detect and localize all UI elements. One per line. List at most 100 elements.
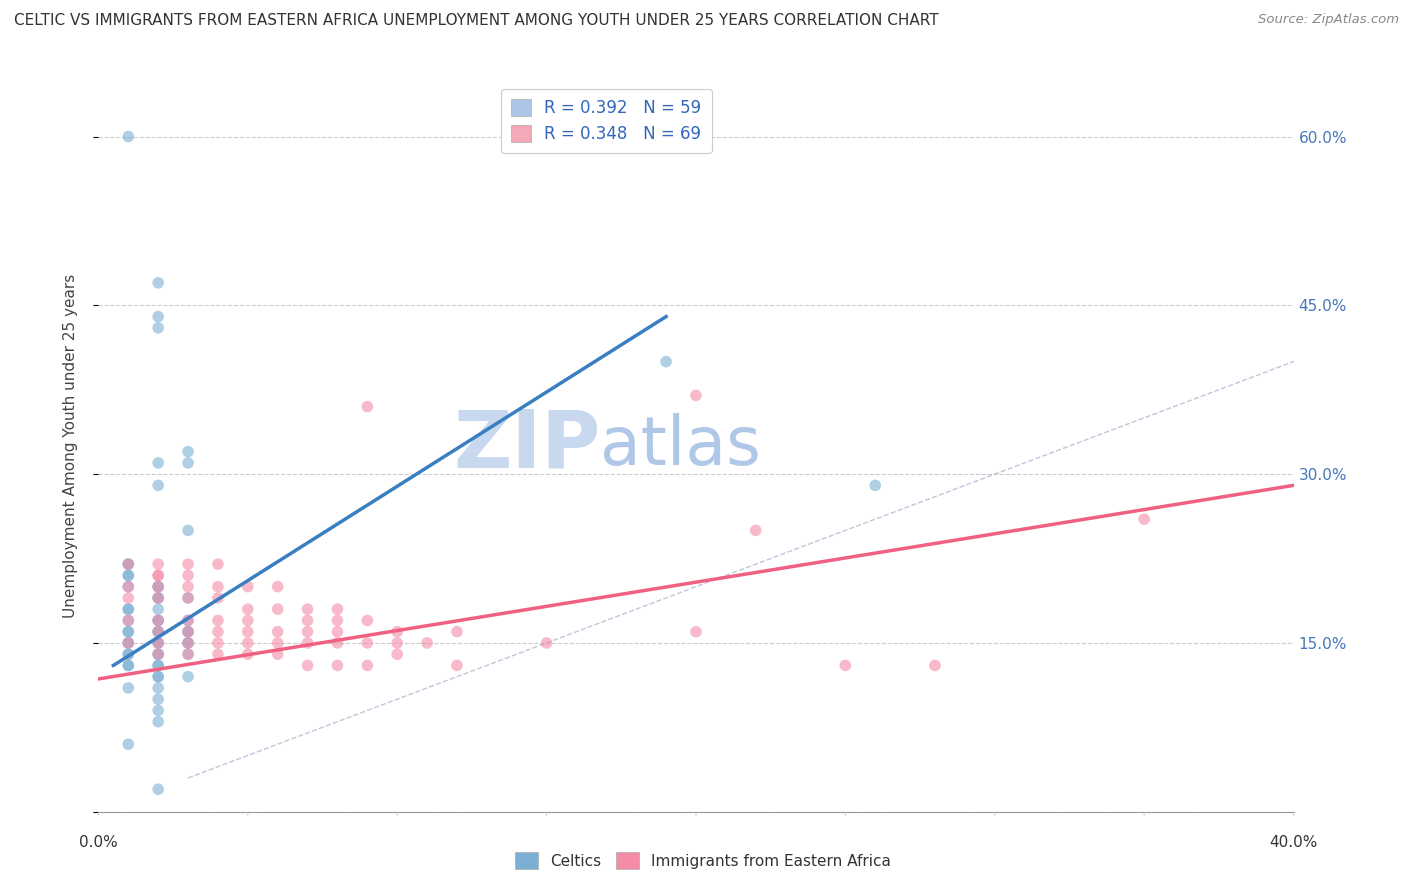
Point bbox=[148, 714, 170, 729]
Point bbox=[207, 580, 229, 594]
Point bbox=[117, 636, 139, 650]
Point bbox=[117, 602, 139, 616]
Point bbox=[148, 602, 170, 616]
Point bbox=[148, 647, 170, 661]
Point bbox=[177, 624, 200, 639]
Point bbox=[117, 681, 139, 695]
Point bbox=[148, 580, 170, 594]
Point bbox=[148, 580, 170, 594]
Point bbox=[117, 614, 139, 628]
Point bbox=[117, 557, 139, 571]
Point bbox=[117, 624, 139, 639]
Point bbox=[117, 580, 139, 594]
Point bbox=[148, 591, 170, 605]
Point bbox=[356, 636, 378, 650]
Point bbox=[236, 624, 259, 639]
Point bbox=[148, 310, 170, 324]
Point bbox=[177, 670, 200, 684]
Point bbox=[148, 647, 170, 661]
Point bbox=[148, 647, 170, 661]
Point bbox=[177, 591, 200, 605]
Point bbox=[356, 400, 378, 414]
Point bbox=[148, 614, 170, 628]
Point bbox=[148, 568, 170, 582]
Point bbox=[148, 456, 170, 470]
Point bbox=[177, 444, 200, 458]
Point bbox=[326, 614, 349, 628]
Point bbox=[148, 624, 170, 639]
Point bbox=[117, 568, 139, 582]
Point bbox=[117, 129, 139, 144]
Point bbox=[207, 591, 229, 605]
Point bbox=[834, 658, 856, 673]
Point bbox=[117, 636, 139, 650]
Point bbox=[117, 636, 139, 650]
Point bbox=[207, 614, 229, 628]
Point bbox=[326, 636, 349, 650]
Point bbox=[1133, 512, 1156, 526]
Point bbox=[117, 591, 139, 605]
Point bbox=[148, 557, 170, 571]
Point bbox=[148, 580, 170, 594]
Point bbox=[267, 602, 290, 616]
Point bbox=[148, 276, 170, 290]
Point bbox=[685, 624, 707, 639]
Point bbox=[148, 658, 170, 673]
Point bbox=[148, 591, 170, 605]
Y-axis label: Unemployment Among Youth under 25 years: Unemployment Among Youth under 25 years bbox=[63, 274, 77, 618]
Point bbox=[117, 624, 139, 639]
Point bbox=[148, 624, 170, 639]
Point bbox=[177, 524, 200, 538]
Point bbox=[177, 647, 200, 661]
Point bbox=[745, 524, 768, 538]
Point bbox=[207, 647, 229, 661]
Point bbox=[117, 647, 139, 661]
Point bbox=[356, 658, 378, 673]
Point bbox=[236, 636, 259, 650]
Point bbox=[236, 602, 259, 616]
Point bbox=[148, 591, 170, 605]
Point bbox=[655, 354, 678, 368]
Point bbox=[297, 624, 319, 639]
Point bbox=[177, 636, 200, 650]
Point bbox=[148, 636, 170, 650]
Point bbox=[117, 737, 139, 751]
Point bbox=[148, 321, 170, 335]
Legend: Celtics, Immigrants from Eastern Africa: Celtics, Immigrants from Eastern Africa bbox=[509, 846, 897, 875]
Point bbox=[117, 658, 139, 673]
Text: ZIP: ZIP bbox=[453, 407, 600, 485]
Point bbox=[207, 624, 229, 639]
Point bbox=[177, 557, 200, 571]
Point bbox=[148, 636, 170, 650]
Point bbox=[177, 624, 200, 639]
Point bbox=[385, 624, 409, 639]
Point bbox=[148, 703, 170, 717]
Point bbox=[297, 658, 319, 673]
Point bbox=[385, 647, 409, 661]
Point bbox=[297, 614, 319, 628]
Point bbox=[446, 624, 468, 639]
Point bbox=[117, 557, 139, 571]
Point bbox=[148, 624, 170, 639]
Text: Source: ZipAtlas.com: Source: ZipAtlas.com bbox=[1258, 13, 1399, 27]
Point bbox=[148, 681, 170, 695]
Point bbox=[148, 670, 170, 684]
Point bbox=[117, 580, 139, 594]
Point bbox=[536, 636, 558, 650]
Text: 40.0%: 40.0% bbox=[1270, 836, 1317, 850]
Point bbox=[148, 782, 170, 797]
Point bbox=[297, 636, 319, 650]
Point bbox=[446, 658, 468, 673]
Point bbox=[177, 624, 200, 639]
Point bbox=[177, 591, 200, 605]
Point bbox=[416, 636, 439, 650]
Point bbox=[207, 557, 229, 571]
Point bbox=[148, 614, 170, 628]
Point bbox=[865, 478, 887, 492]
Point bbox=[267, 624, 290, 639]
Point bbox=[685, 388, 707, 402]
Point bbox=[236, 580, 259, 594]
Point bbox=[236, 647, 259, 661]
Point bbox=[177, 614, 200, 628]
Point bbox=[326, 602, 349, 616]
